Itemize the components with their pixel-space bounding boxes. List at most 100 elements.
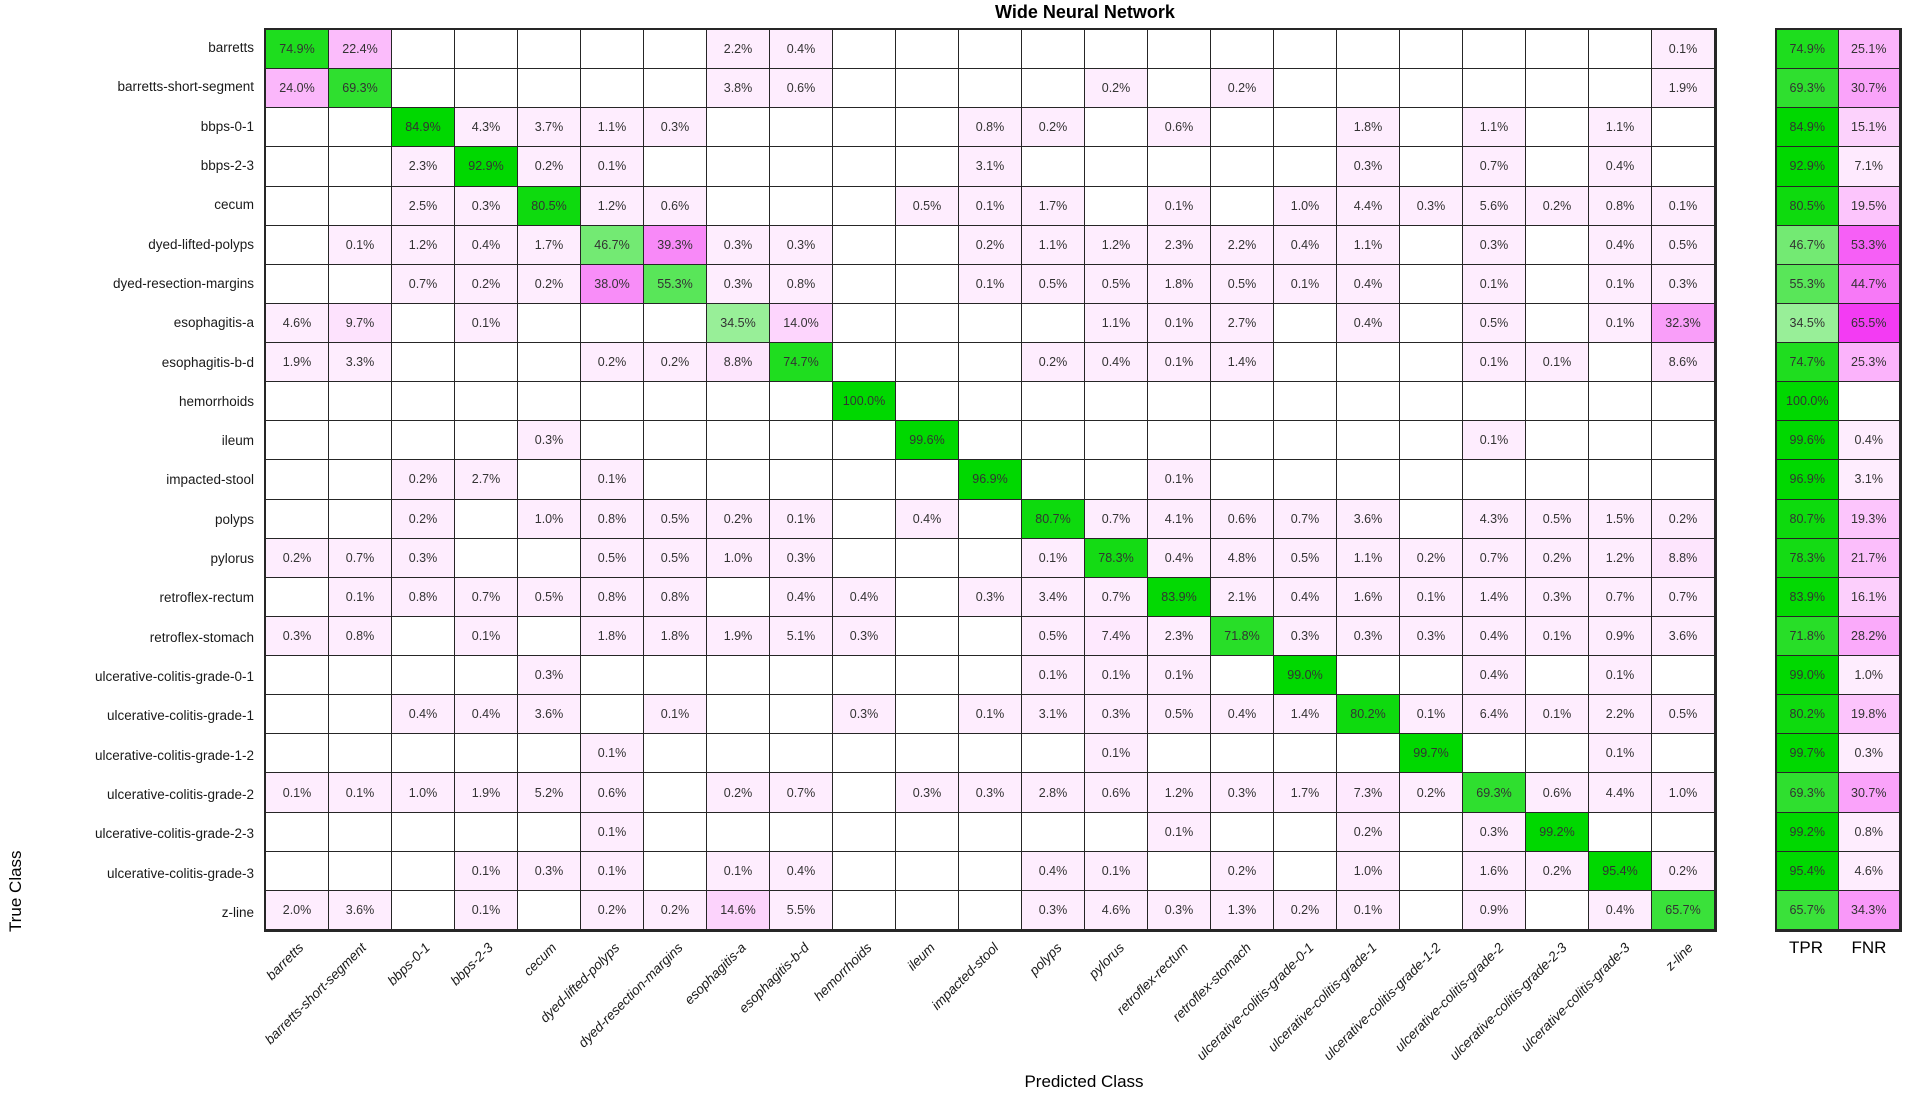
matrix-cell: 0.7% xyxy=(770,773,833,813)
matrix-cell: 1.6% xyxy=(1463,851,1526,891)
matrix-cell: 0.2% xyxy=(1085,69,1148,109)
matrix-cell: 0.1% xyxy=(959,186,1022,226)
matrix-cell xyxy=(1085,30,1148,70)
matrix-cell: 34.5% xyxy=(707,303,770,344)
matrix-cell: 0.1% xyxy=(581,851,644,891)
x-tick-label: ulcerative-colitis-grade-2 xyxy=(1391,940,1507,1055)
matrix-cell xyxy=(1526,734,1589,774)
matrix-cell xyxy=(833,890,896,930)
matrix-cell: 0.3% xyxy=(707,225,770,265)
matrix-cell xyxy=(959,616,1022,657)
matrix-cell: 2.2% xyxy=(707,30,770,70)
matrix-cell: 0.8% xyxy=(770,264,833,304)
matrix-cell xyxy=(329,264,392,304)
matrix-cell xyxy=(455,812,518,852)
matrix-cell xyxy=(644,30,707,70)
matrix-cell xyxy=(833,499,896,539)
matrix-cell: 0.5% xyxy=(1652,695,1715,735)
matrix-cell: 1.2% xyxy=(1085,225,1148,265)
matrix-cell: 0.3% xyxy=(455,186,518,226)
matrix-cell xyxy=(455,69,518,109)
matrix-cell xyxy=(833,69,896,109)
matrix-cell xyxy=(329,695,392,735)
y-tick-label: impacted-stool xyxy=(166,472,254,488)
matrix-cell xyxy=(1337,421,1400,461)
matrix-cell xyxy=(266,108,329,148)
matrix-cell xyxy=(1022,812,1085,852)
matrix-cell: 0.4% xyxy=(896,499,959,539)
matrix-cell xyxy=(1085,421,1148,461)
matrix-cell xyxy=(1589,460,1652,500)
matrix-cell: 0.1% xyxy=(1148,303,1211,344)
matrix-cell xyxy=(1148,851,1211,891)
matrix-cell xyxy=(455,343,518,383)
matrix-cell xyxy=(1085,812,1148,852)
matrix-cell xyxy=(1211,147,1274,187)
matrix-cell xyxy=(959,69,1022,109)
tpr-cell: 92.9% xyxy=(1777,147,1839,187)
matrix-cell: 0.1% xyxy=(644,695,707,735)
matrix-cell xyxy=(1526,264,1589,304)
matrix-cell: 0.3% xyxy=(1085,695,1148,735)
matrix-cell: 0.4% xyxy=(770,851,833,891)
matrix-cell xyxy=(1463,734,1526,774)
matrix-cell xyxy=(1526,147,1589,187)
matrix-cell: 0.4% xyxy=(455,695,518,735)
matrix-cell: 0.2% xyxy=(1022,108,1085,148)
matrix-cell: 0.2% xyxy=(581,890,644,930)
matrix-cell: 92.9% xyxy=(455,147,518,187)
matrix-cell: 0.3% xyxy=(518,656,581,696)
matrix-cell: 0.2% xyxy=(1526,186,1589,226)
matrix-cell xyxy=(833,734,896,774)
matrix-cell xyxy=(1652,382,1715,422)
matrix-cell xyxy=(1337,460,1400,500)
matrix-cell xyxy=(707,460,770,500)
matrix-cell xyxy=(266,147,329,187)
matrix-cell xyxy=(1211,382,1274,422)
tpr-cell: 95.4% xyxy=(1777,851,1839,891)
matrix-cell: 0.3% xyxy=(959,577,1022,617)
matrix-cell xyxy=(1400,303,1463,344)
matrix-cell xyxy=(896,656,959,696)
matrix-cell: 0.1% xyxy=(455,890,518,930)
fnr-cell: 1.0% xyxy=(1838,656,1900,696)
matrix-cell xyxy=(1400,460,1463,500)
matrix-cell: 1.9% xyxy=(1652,69,1715,109)
y-tick-label: pylorus xyxy=(210,551,254,567)
matrix-cell xyxy=(1274,734,1337,774)
matrix-cell: 38.0% xyxy=(581,264,644,304)
matrix-cell xyxy=(896,343,959,383)
matrix-cell xyxy=(833,773,896,813)
y-tick-label: ileum xyxy=(221,433,254,449)
matrix-cell xyxy=(1652,734,1715,774)
matrix-cell: 1.8% xyxy=(644,616,707,657)
matrix-cell: 0.4% xyxy=(1463,656,1526,696)
fnr-cell: 0.3% xyxy=(1838,734,1900,774)
matrix-cell: 83.9% xyxy=(1148,577,1211,617)
matrix-cell xyxy=(455,538,518,578)
matrix-cell: 3.6% xyxy=(329,890,392,930)
matrix-cell xyxy=(392,382,455,422)
matrix-cell: 1.1% xyxy=(1589,108,1652,148)
x-tick-label: ulcerative-colitis-grade-0-1 xyxy=(1193,940,1317,1064)
matrix-cell xyxy=(1022,303,1085,344)
matrix-cell: 0.2% xyxy=(518,264,581,304)
matrix-cell: 78.3% xyxy=(1085,538,1148,578)
matrix-cell: 4.6% xyxy=(266,303,329,344)
summary-columns: 74.9% 25.1% 69.3% 30.7% 84.9% 15.1% 92.9% 7.1% 8… xyxy=(1775,28,1902,932)
matrix-cell: 2.8% xyxy=(1022,773,1085,813)
matrix-cell: 0.1% xyxy=(1085,656,1148,696)
matrix-cell: 0.4% xyxy=(1337,264,1400,304)
matrix-cell xyxy=(1274,147,1337,187)
matrix-cell xyxy=(1211,108,1274,148)
matrix-cell: 0.1% xyxy=(1274,264,1337,304)
x-tick-label: pylorus xyxy=(1086,940,1128,982)
matrix-cell: 0.1% xyxy=(455,851,518,891)
matrix-cell xyxy=(1211,30,1274,70)
matrix-cell: 2.3% xyxy=(1148,225,1211,265)
matrix-cell: 4.1% xyxy=(1148,499,1211,539)
matrix-cell: 1.2% xyxy=(1589,538,1652,578)
matrix-cell: 0.7% xyxy=(1463,147,1526,187)
matrix-cell: 99.2% xyxy=(1526,812,1589,852)
matrix-cell: 3.1% xyxy=(959,147,1022,187)
